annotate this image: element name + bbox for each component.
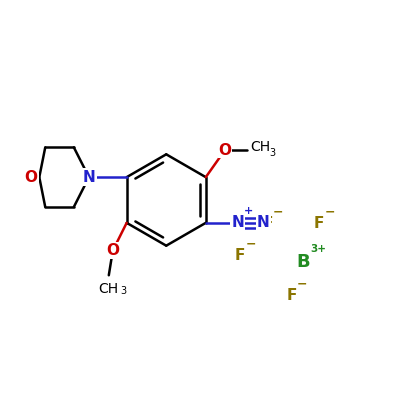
Text: +: +: [244, 206, 253, 216]
Text: F: F: [234, 248, 245, 263]
Text: −: −: [297, 277, 308, 290]
Text: F: F: [314, 216, 324, 231]
Text: F: F: [286, 288, 296, 303]
Text: −: −: [245, 238, 256, 250]
Text: B: B: [296, 252, 310, 270]
Text: 3: 3: [270, 148, 276, 158]
Text: O: O: [218, 143, 231, 158]
Text: −: −: [325, 206, 335, 219]
Text: CH: CH: [99, 282, 119, 296]
Text: O: O: [24, 170, 37, 185]
Text: N: N: [82, 170, 95, 185]
Text: 3+: 3+: [310, 244, 326, 254]
Text: O: O: [106, 243, 119, 258]
Text: F: F: [262, 216, 273, 231]
Text: −: −: [273, 206, 284, 219]
Text: 3: 3: [121, 286, 127, 296]
Text: CH: CH: [251, 140, 271, 154]
Text: N: N: [257, 215, 270, 230]
Text: N: N: [231, 215, 244, 230]
